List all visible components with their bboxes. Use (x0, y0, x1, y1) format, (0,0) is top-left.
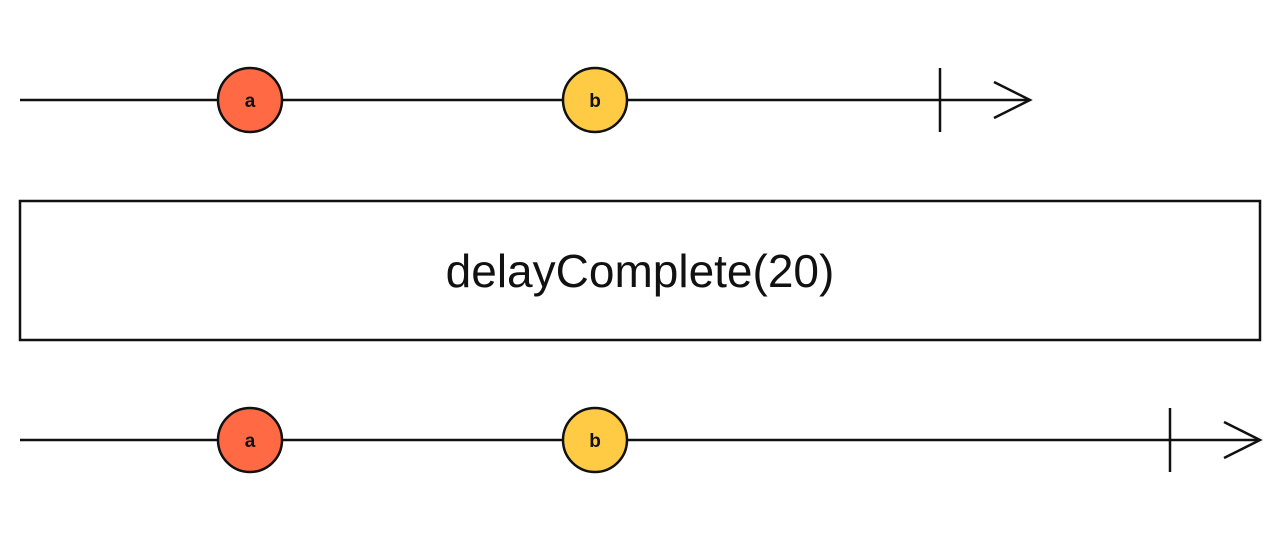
input-event-a-circle (216, 66, 284, 134)
input-timeline: a b (20, 66, 1033, 134)
output-event-a: a (216, 406, 284, 474)
output-timeline: a b (20, 406, 1263, 474)
output-event-a-circle (216, 406, 284, 474)
operator-box-frame (18, 199, 1262, 342)
operator-box: delayComplete(20) (18, 199, 1262, 342)
input-event-b-label: b (589, 91, 601, 112)
output-timeline-arrowhead (1223, 420, 1263, 460)
input-event-a-label: a (245, 91, 256, 112)
operator-label: delayComplete(20) (446, 245, 835, 297)
output-event-b-label: b (589, 431, 601, 452)
input-event-b: b (561, 66, 629, 134)
output-event-b-circle (561, 406, 629, 474)
input-event-b-circle (561, 66, 629, 134)
input-event-a: a (216, 66, 284, 134)
input-timeline-arrowhead (993, 80, 1033, 120)
output-event-a-label: a (245, 431, 256, 452)
output-event-b: b (561, 406, 629, 474)
